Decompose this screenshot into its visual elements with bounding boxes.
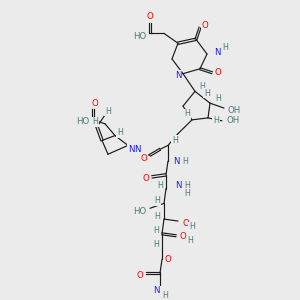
Text: N: N (214, 48, 220, 57)
Text: H: H (182, 157, 188, 166)
Text: N: N (173, 157, 179, 166)
Text: O: O (92, 99, 98, 108)
Text: O: O (183, 218, 189, 227)
Text: O: O (147, 12, 153, 21)
Text: H: H (184, 189, 190, 198)
Text: HO: HO (76, 117, 90, 126)
Text: H: H (184, 110, 190, 118)
Text: O: O (202, 21, 208, 30)
Text: H: H (189, 222, 195, 231)
Text: H: H (215, 94, 221, 103)
Text: H: H (184, 181, 190, 190)
Text: H: H (213, 116, 219, 125)
Text: OH: OH (227, 106, 241, 115)
Text: H: H (154, 212, 160, 220)
Text: H: H (222, 43, 228, 52)
Text: H: H (172, 136, 178, 145)
Text: N: N (134, 145, 140, 154)
Text: H: H (117, 128, 123, 137)
Text: O: O (165, 255, 171, 264)
Text: H: H (153, 240, 159, 249)
Text: N: N (175, 71, 181, 80)
Text: O: O (141, 154, 147, 163)
Text: H: H (105, 106, 111, 116)
Text: O: O (136, 271, 143, 280)
Text: O: O (142, 174, 149, 183)
Text: H: H (154, 196, 160, 205)
Text: H: H (199, 82, 205, 91)
Text: N: N (175, 181, 181, 190)
Text: OH: OH (226, 116, 240, 125)
Text: H: H (204, 89, 210, 98)
Text: H: H (187, 236, 193, 245)
Text: HO: HO (134, 32, 147, 41)
Text: O: O (180, 232, 186, 241)
Text: N: N (153, 286, 159, 295)
Text: H: H (162, 291, 168, 300)
Text: HO: HO (134, 207, 147, 216)
Text: H: H (157, 181, 163, 190)
Text: H: H (153, 226, 159, 236)
Text: N: N (128, 145, 134, 154)
Text: H: H (92, 117, 98, 126)
Text: O: O (214, 68, 221, 77)
